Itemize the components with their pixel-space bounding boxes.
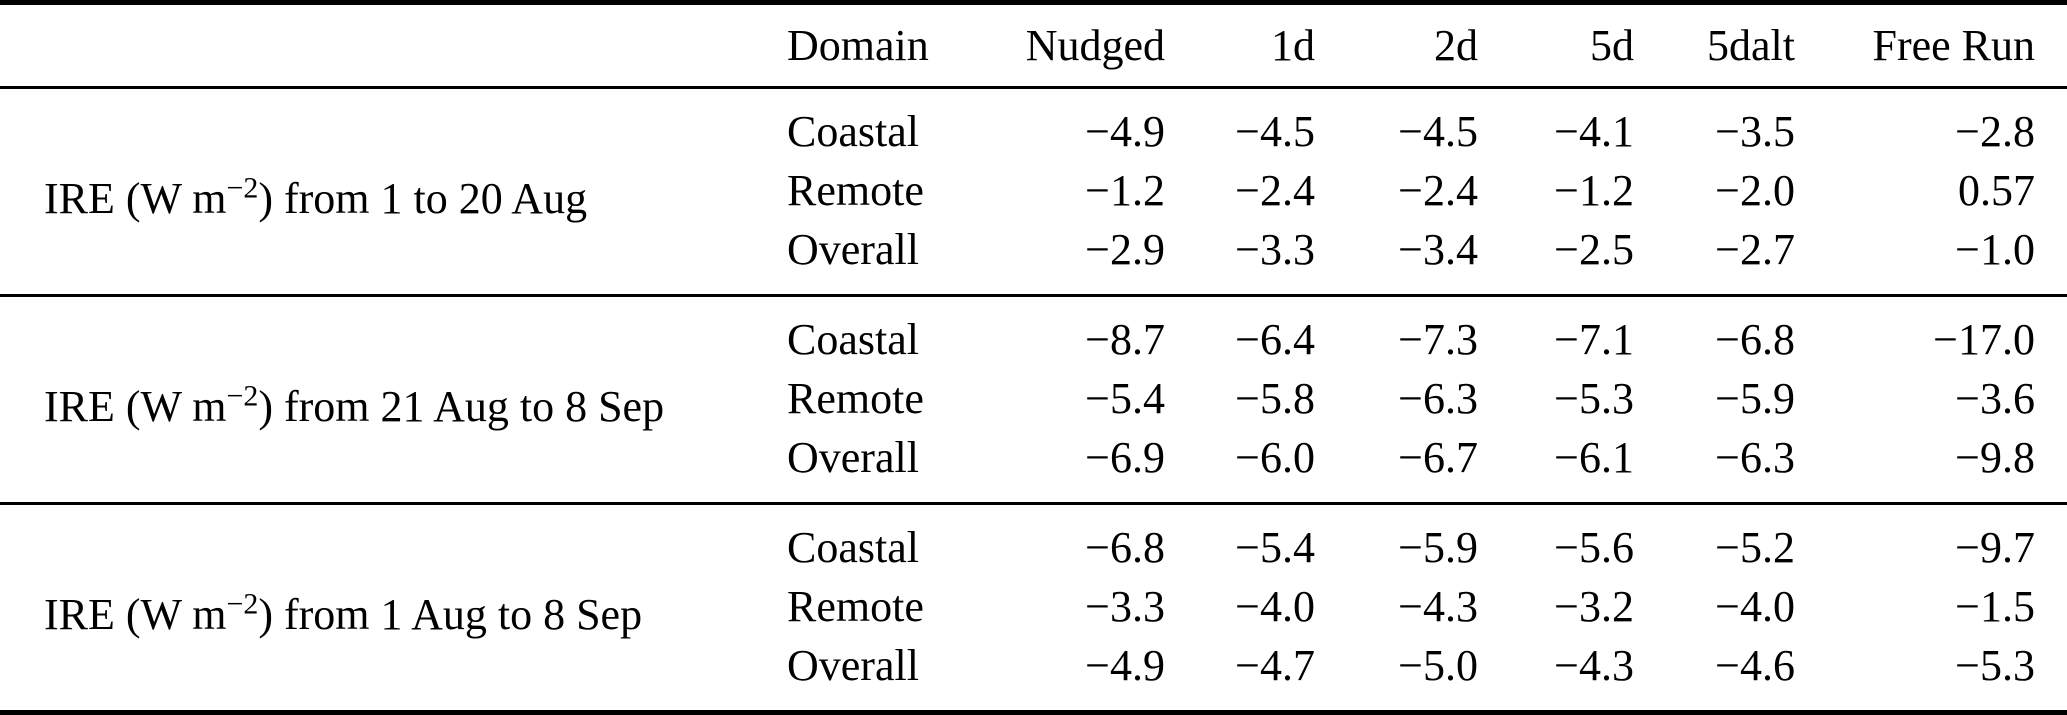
table-row: Overall −4.9 −4.7 −5.0 −4.3 −4.6 −5.3 — [0, 636, 2067, 713]
value-cell: −2.8 — [1955, 107, 2035, 156]
value-cell: −3.4 — [1398, 225, 1478, 274]
value-cell: −5.8 — [1235, 374, 1315, 423]
table-row: IRE (W m−2) from 21 Aug to 8 Sep Coastal… — [0, 296, 2067, 431]
value-cell: −5.0 — [1398, 641, 1478, 690]
domain-cell: Overall — [787, 225, 919, 274]
value-cell: −9.8 — [1955, 433, 2035, 482]
value-cell: −5.6 — [1554, 523, 1634, 572]
header-spacer-cell — [0, 3, 755, 88]
table-row: Overall −6.9 −6.0 −6.7 −6.1 −6.3 −9.8 — [0, 428, 2067, 504]
domain-cell: Remote — [787, 166, 924, 215]
value-cell: −1.2 — [1554, 166, 1634, 215]
domain-cell: Coastal — [787, 107, 919, 156]
value-cell: −4.0 — [1235, 582, 1315, 631]
row-group-label-exponent: −2 — [226, 586, 259, 620]
value-cell: −4.5 — [1235, 107, 1315, 156]
domain-cell: Overall — [787, 433, 919, 482]
value-cell: −5.4 — [1235, 523, 1315, 572]
value-cell: −4.9 — [1085, 107, 1165, 156]
row-group-label: IRE (W m−2) from 1 to 20 Aug — [0, 88, 755, 296]
row-group-label-exponent: −2 — [226, 378, 259, 412]
value-cell: −3.2 — [1554, 582, 1634, 631]
value-cell: −5.4 — [1085, 374, 1165, 423]
value-cell: −3.5 — [1715, 107, 1795, 156]
domain-cell: Overall — [787, 641, 919, 690]
value-cell: −6.8 — [1085, 523, 1165, 572]
domain-cell: Remote — [787, 374, 924, 423]
column-header-5dalt: 5dalt — [1707, 21, 1795, 70]
value-cell: −6.3 — [1398, 374, 1478, 423]
value-cell: −8.7 — [1085, 315, 1165, 364]
value-cell: −4.3 — [1554, 641, 1634, 690]
value-cell: −7.1 — [1554, 315, 1634, 364]
value-cell: −2.7 — [1715, 225, 1795, 274]
value-cell: −5.3 — [1554, 374, 1634, 423]
value-cell: −2.9 — [1085, 225, 1165, 274]
column-header-2d: 2d — [1434, 21, 1478, 70]
value-cell: −17.0 — [1933, 315, 2035, 364]
row-group-label: IRE (W m−2) from 21 Aug to 8 Sep — [0, 296, 755, 504]
row-group-1-to-20-aug: IRE (W m−2) from 1 to 20 Aug Coastal −4.… — [0, 88, 2067, 296]
value-cell: −3.3 — [1085, 582, 1165, 631]
value-cell: −5.3 — [1955, 641, 2035, 690]
table-row: IRE (W m−2) from 1 to 20 Aug Coastal −4.… — [0, 88, 2067, 223]
header-row: Domain Nudged 1d 2d 5d 5dalt Free Run — [0, 3, 2067, 88]
table-row: Remote −5.4 −5.8 −6.3 −5.3 −5.9 −3.6 — [0, 369, 2067, 428]
row-group-label-exponent: −2 — [226, 170, 259, 204]
value-cell: −4.7 — [1235, 641, 1315, 690]
row-group-label: IRE (W m−2) from 1 Aug to 8 Sep — [0, 504, 755, 713]
domain-cell: Remote — [787, 582, 924, 631]
value-cell: −1.5 — [1955, 582, 2035, 631]
value-cell: −2.4 — [1398, 166, 1478, 215]
value-cell: −7.3 — [1398, 315, 1478, 364]
value-cell: −1.0 — [1955, 225, 2035, 274]
column-header-domain: Domain — [787, 21, 929, 70]
value-cell: −6.4 — [1235, 315, 1315, 364]
column-header-free-run: Free Run — [1872, 21, 2035, 70]
column-header-1d: 1d — [1271, 21, 1315, 70]
value-cell: −4.5 — [1398, 107, 1478, 156]
row-group-label-suffix: ) from 1 to 20 Aug — [258, 173, 588, 223]
column-header-nudged: Nudged — [1025, 21, 1165, 70]
value-cell: −6.3 — [1715, 433, 1795, 482]
row-group-1-aug-to-8-sep: IRE (W m−2) from 1 Aug to 8 Sep Coastal … — [0, 504, 2067, 713]
value-cell: 0.57 — [1958, 166, 2035, 215]
value-cell: −9.7 — [1955, 523, 2035, 572]
value-cell: −4.1 — [1554, 107, 1634, 156]
value-cell: −1.2 — [1085, 166, 1165, 215]
row-group-label-suffix: ) from 1 Aug to 8 Sep — [258, 589, 643, 639]
row-group-21-aug-to-8-sep: IRE (W m−2) from 21 Aug to 8 Sep Coastal… — [0, 296, 2067, 504]
table-row: Remote −1.2 −2.4 −2.4 −1.2 −2.0 0.57 — [0, 161, 2067, 220]
value-cell: −6.9 — [1085, 433, 1165, 482]
table-row: IRE (W m−2) from 1 Aug to 8 Sep Coastal … — [0, 504, 2067, 639]
value-cell: −5.9 — [1715, 374, 1795, 423]
value-cell: −5.2 — [1715, 523, 1795, 572]
value-cell: −3.6 — [1955, 374, 2035, 423]
column-header-5d: 5d — [1590, 21, 1634, 70]
value-cell: −5.9 — [1398, 523, 1478, 572]
table-header: Domain Nudged 1d 2d 5d 5dalt Free Run — [0, 3, 2067, 88]
row-group-label-prefix: IRE (W m — [44, 589, 227, 639]
table-row: Overall −2.9 −3.3 −3.4 −2.5 −2.7 −1.0 — [0, 220, 2067, 296]
value-cell: −2.0 — [1715, 166, 1795, 215]
domain-cell: Coastal — [787, 315, 919, 364]
value-cell: −2.4 — [1235, 166, 1315, 215]
value-cell: −3.3 — [1235, 225, 1315, 274]
value-cell: −4.9 — [1085, 641, 1165, 690]
row-group-label-prefix: IRE (W m — [44, 173, 227, 223]
value-cell: −6.1 — [1554, 433, 1634, 482]
value-cell: −2.5 — [1554, 225, 1634, 274]
table-row: Remote −3.3 −4.0 −4.3 −3.2 −4.0 −1.5 — [0, 577, 2067, 636]
value-cell: −4.3 — [1398, 582, 1478, 631]
value-cell: −6.0 — [1235, 433, 1315, 482]
value-cell: −4.0 — [1715, 582, 1795, 631]
value-cell: −6.8 — [1715, 315, 1795, 364]
row-group-label-prefix: IRE (W m — [44, 381, 227, 431]
value-cell: −4.6 — [1715, 641, 1795, 690]
value-cell: −6.7 — [1398, 433, 1478, 482]
row-group-label-suffix: ) from 21 Aug to 8 Sep — [258, 381, 665, 431]
domain-cell: Coastal — [787, 523, 919, 572]
